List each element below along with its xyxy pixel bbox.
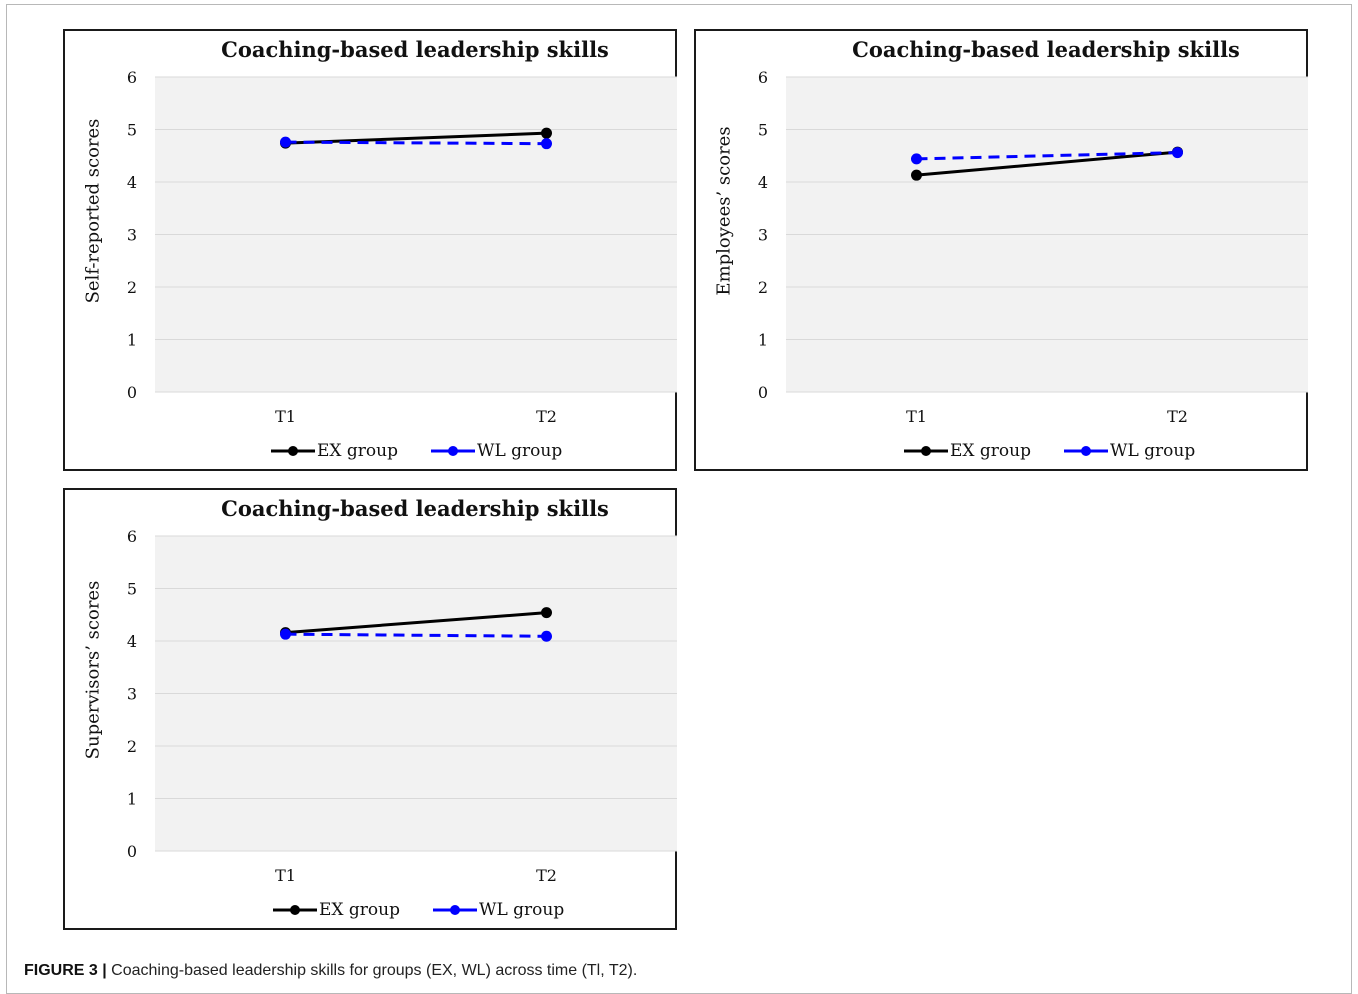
legend-label-ex: EX group <box>319 900 400 920</box>
series-line-wl <box>285 632 547 638</box>
y-tick-label: 5 <box>127 121 137 140</box>
data-point-wl <box>280 628 291 640</box>
y-tick-label: 0 <box>127 383 137 402</box>
legend-item-wl: WL group <box>433 898 564 922</box>
y-tick-label: 4 <box>127 173 137 192</box>
y-tick-label: 2 <box>127 737 137 756</box>
legend-swatch-wl <box>433 905 477 915</box>
legend-label-ex: EX group <box>950 441 1031 461</box>
series-line-ex <box>285 611 547 635</box>
legend-item-ex: EX group <box>271 439 398 463</box>
chart-title: Coaching-based leadership skills <box>221 37 609 62</box>
data-point-wl <box>541 138 552 150</box>
legend: EX group WL group <box>65 898 675 922</box>
y-tick-label: 3 <box>758 226 768 245</box>
series-line-ex <box>916 150 1178 177</box>
y-tick-label: 3 <box>127 226 137 245</box>
data-point-wl <box>280 136 291 148</box>
figure-label: FIGURE 3 | <box>24 962 107 979</box>
legend-label-wl: WL group <box>1110 441 1196 461</box>
y-tick-label: 2 <box>127 278 137 297</box>
data-point-ex <box>541 607 552 619</box>
y-tick-label: 3 <box>127 685 137 704</box>
legend: EX group WL group <box>65 439 675 463</box>
data-point-wl <box>541 630 552 642</box>
legend-swatch-wl <box>1064 446 1108 456</box>
legend-label-wl: WL group <box>477 441 563 461</box>
x-tick-label: T1 <box>906 407 927 426</box>
y-tick-label: 6 <box>127 527 137 546</box>
data-point-wl <box>911 153 922 165</box>
legend-swatch-ex <box>271 446 315 456</box>
legend-item-wl: WL group <box>1064 439 1195 463</box>
plot-area: 0 1 2 3 4 5 6 T1 T2 <box>758 68 1308 426</box>
x-tick-label: T2 <box>536 407 557 426</box>
y-tick-label: 1 <box>758 331 768 350</box>
y-tick-label: 5 <box>758 121 768 140</box>
figure-frame: Coaching-based leadership skills Self-re… <box>6 4 1352 994</box>
x-tick-label: T2 <box>1167 407 1188 426</box>
chart-title: Coaching-based leadership skills <box>852 37 1240 62</box>
x-tick-label: T2 <box>536 866 557 885</box>
y-tick-label: 2 <box>758 278 768 297</box>
y-tick-label: 1 <box>127 331 137 350</box>
data-point-wl <box>1172 147 1183 159</box>
chart-supervisors: Coaching-based leadership skills Supervi… <box>63 488 677 930</box>
series-line-wl <box>285 140 547 146</box>
legend-label-wl: WL group <box>479 900 565 920</box>
legend-swatch-wl <box>431 446 475 456</box>
legend-item-ex: EX group <box>904 439 1031 463</box>
chart-employees: Coaching-based leadership skills Employe… <box>694 29 1308 471</box>
legend-swatch-ex <box>273 905 317 915</box>
x-tick-label: T1 <box>275 866 296 885</box>
caption-text: Coaching-based leadership skills for gro… <box>106 962 638 979</box>
legend-label-ex: EX group <box>317 441 398 461</box>
legend-swatch-ex <box>904 446 948 456</box>
legend-item-ex: EX group <box>273 898 400 922</box>
legend-item-wl: WL group <box>431 439 562 463</box>
plot-area: 0 1 2 3 4 5 6 T1 T2 <box>127 527 677 885</box>
y-tick-label: 1 <box>127 790 137 809</box>
data-point-ex <box>911 169 922 181</box>
y-tick-label: 0 <box>758 383 768 402</box>
legend: EX group WL group <box>696 439 1306 463</box>
y-tick-label: 4 <box>127 632 137 651</box>
chart-self-reported: Coaching-based leadership skills Self-re… <box>63 29 677 471</box>
plot-area: 0 1 2 3 4 5 6 T1 T2 <box>127 68 677 426</box>
y-tick-label: 4 <box>758 173 768 192</box>
x-tick-label: T1 <box>275 407 296 426</box>
figure-caption: FIGURE 3 | Coaching-based leadership ski… <box>24 962 637 980</box>
y-tick-label: 5 <box>127 580 137 599</box>
data-point-ex <box>541 127 552 139</box>
chart-title: Coaching-based leadership skills <box>221 496 609 521</box>
series-line-wl <box>916 151 1178 161</box>
y-tick-label: 6 <box>127 68 137 87</box>
y-tick-label: 0 <box>127 842 137 861</box>
y-tick-label: 6 <box>758 68 768 87</box>
